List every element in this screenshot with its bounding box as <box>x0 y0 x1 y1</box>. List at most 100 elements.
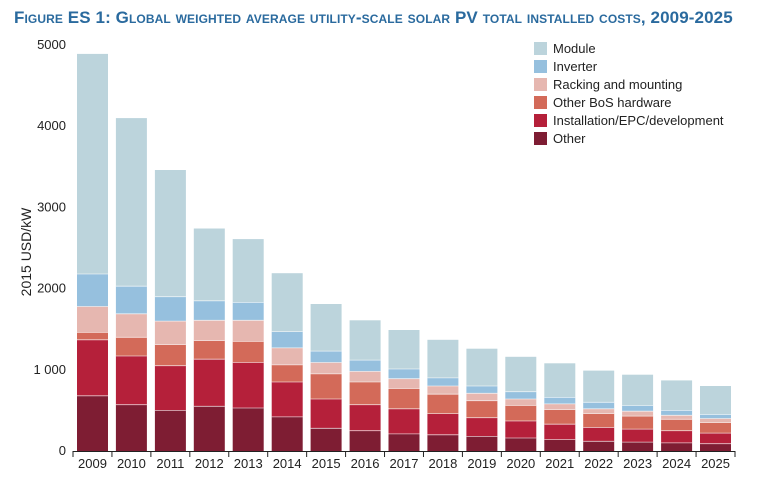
legend: Module Inverter Racking and mounting Other … <box>534 41 724 146</box>
bar-segment <box>77 53 108 275</box>
bar-segment <box>310 304 342 352</box>
x-tick-label: 2019 <box>467 456 496 471</box>
bar-segment <box>583 441 615 451</box>
bar-segment <box>349 382 381 405</box>
bar-segment <box>427 377 459 386</box>
bar-segment <box>232 362 264 408</box>
bar-segment <box>271 364 303 382</box>
bar-segment <box>661 380 693 411</box>
bar-segment <box>427 413 459 435</box>
bar-segment <box>115 337 147 356</box>
bar-segment <box>77 395 108 451</box>
bar-segment <box>544 409 576 425</box>
bar-segment <box>232 302 264 321</box>
bar-segment <box>310 399 342 429</box>
bar-segment <box>505 356 537 392</box>
bar-segment <box>193 228 225 301</box>
bar-segment <box>622 442 654 451</box>
bar-segment <box>622 374 654 406</box>
bar-segment <box>466 400 498 418</box>
bar-segment <box>271 382 303 417</box>
bar-segment <box>154 296 186 322</box>
bar-segment <box>583 427 615 442</box>
legend-swatch <box>534 96 547 109</box>
bar-segment <box>349 371 381 382</box>
chart-title: Figure ES 1: Global weighted average uti… <box>14 8 733 27</box>
bar-segment <box>466 393 498 401</box>
legend-label: Other <box>553 131 586 146</box>
y-tick-label: 0 <box>59 443 66 458</box>
bar-segment <box>427 339 459 378</box>
bar-segment <box>115 313 147 338</box>
y-axis-title: 2015 USD/kW <box>18 207 34 296</box>
bar-segment <box>232 320 264 342</box>
bar-segment <box>193 340 225 360</box>
y-tick-label: 3000 <box>37 199 66 214</box>
y-tick-label: 4000 <box>37 118 66 133</box>
legend-swatch <box>534 60 547 73</box>
legend-label: Inverter <box>553 59 598 74</box>
bar-segment <box>700 386 731 415</box>
x-tick-label: 2013 <box>234 456 263 471</box>
x-tick-label: 2023 <box>623 456 652 471</box>
bar-segment <box>388 433 420 451</box>
bar-segment <box>466 348 498 387</box>
bar-segment <box>154 365 186 411</box>
bar-segment <box>544 363 576 398</box>
bar-segment <box>700 443 731 451</box>
bar-segment <box>115 404 147 451</box>
bar-segment <box>583 402 615 409</box>
bar-segment <box>271 273 303 332</box>
bar-segment <box>661 430 693 443</box>
bar-segment <box>310 373 342 400</box>
bar-segment <box>271 347 303 365</box>
bar-segment <box>661 442 693 451</box>
bar-segment <box>349 320 381 361</box>
bar-segment <box>193 300 225 321</box>
bar-segment <box>505 405 537 421</box>
bar-segment <box>544 397 576 404</box>
bar-segment <box>349 360 381 372</box>
legend-label: Racking and mounting <box>553 77 682 92</box>
legend-label: Module <box>553 41 596 56</box>
legend-swatch <box>534 114 547 127</box>
x-tick-label: 2014 <box>273 456 302 471</box>
bar-segment <box>310 351 342 363</box>
bar-segment <box>544 403 576 410</box>
x-tick-label: 2025 <box>701 456 730 471</box>
bar-segment <box>77 306 108 333</box>
bar-segment <box>271 416 303 451</box>
bar-segment <box>622 416 654 430</box>
bar-segment <box>115 356 147 405</box>
bar-segment <box>154 170 186 297</box>
bar-segment <box>427 394 459 414</box>
bar-segment <box>115 286 147 314</box>
bar-segment <box>232 341 264 363</box>
x-tick-label: 2017 <box>390 456 419 471</box>
bar-segment <box>622 411 654 417</box>
legend-label: Other BoS hardware <box>553 95 672 110</box>
bar-segment <box>310 362 342 374</box>
bar-segment <box>154 344 186 366</box>
x-tick-label: 2024 <box>662 456 691 471</box>
bar-segment <box>193 359 225 407</box>
bar-segment <box>622 405 654 412</box>
bar-segment <box>622 429 654 443</box>
x-tick-label: 2016 <box>351 456 380 471</box>
y-tick-label: 2000 <box>37 281 66 296</box>
bar-segment <box>232 408 264 451</box>
bar-segment <box>349 404 381 431</box>
bar-segment <box>583 370 615 403</box>
bar-segment <box>77 332 108 340</box>
bar-segment <box>154 410 186 451</box>
x-tick-label: 2021 <box>545 456 574 471</box>
y-tick-label: 5000 <box>37 37 66 52</box>
bar-segment <box>271 331 303 348</box>
bar-segment <box>193 320 225 341</box>
legend-swatch <box>534 78 547 91</box>
bar-segment <box>700 422 731 434</box>
bar-segment <box>700 433 731 444</box>
bar-segment <box>77 339 108 396</box>
bar-segment <box>700 418 731 423</box>
